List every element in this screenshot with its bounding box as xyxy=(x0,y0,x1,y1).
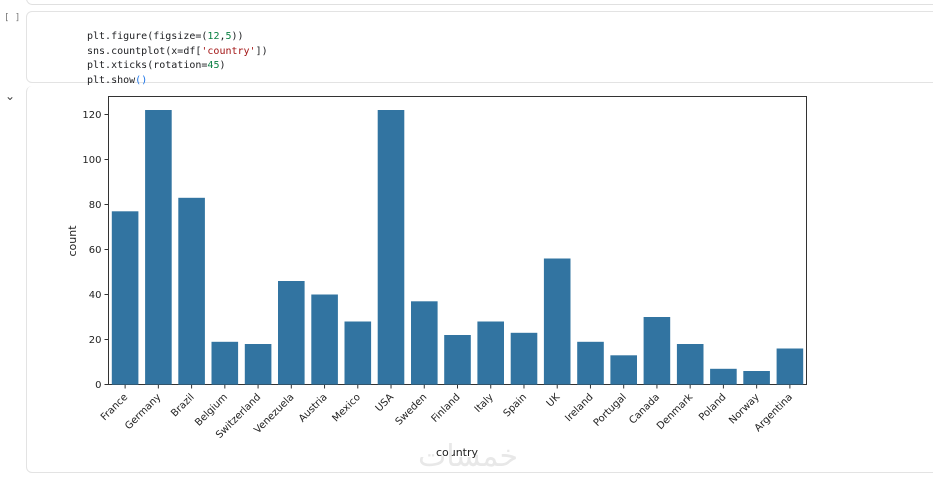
x-tick-label: Austria xyxy=(297,392,330,425)
bar-uk xyxy=(543,258,571,385)
execution-count: [ ] xyxy=(4,13,21,23)
previous-cell-edge xyxy=(26,0,933,5)
bar-mexico xyxy=(344,321,372,385)
bar-finland xyxy=(444,335,471,385)
x-tick-label: UK xyxy=(545,392,563,410)
bar-switzerland xyxy=(244,344,272,385)
x-tick-label: Poland xyxy=(697,392,728,423)
x-tick-label: USA xyxy=(374,392,397,415)
y-tick-label: 100 xyxy=(82,155,101,166)
bar-venezuela xyxy=(278,281,305,385)
bar-argentina xyxy=(776,348,804,385)
bar-portugal xyxy=(610,355,637,385)
code-line: plt.figure(figsize=(12,5)) xyxy=(87,31,244,42)
y-tick-label: 120 xyxy=(82,110,101,121)
bar-austria xyxy=(311,294,338,385)
x-tick-label: Finland xyxy=(430,392,463,425)
bar-norway xyxy=(743,371,770,385)
y-tick-label: 80 xyxy=(89,200,102,211)
x-tick-label: Sweden xyxy=(394,392,430,428)
x-tick-label: Spain xyxy=(502,392,530,420)
x-tick-label: Portugal xyxy=(592,392,629,429)
bar-france xyxy=(111,211,139,385)
x-axis-label: country xyxy=(436,446,479,459)
bar-ireland xyxy=(577,341,604,385)
bar-usa xyxy=(377,110,405,385)
y-tick-label: 40 xyxy=(89,290,102,301)
x-tick-label: Mexico xyxy=(330,392,362,424)
bar-sweden xyxy=(411,301,438,385)
x-tick-label: Italy xyxy=(473,392,496,415)
y-tick-label: 20 xyxy=(89,335,102,346)
chevron-down-icon[interactable]: ⌄ xyxy=(4,89,16,103)
bar-poland xyxy=(710,368,737,385)
code-line: sns.countplot(x=df['country']) xyxy=(87,45,268,57)
code-line: plt.show() xyxy=(87,74,148,86)
bar-belgium xyxy=(211,341,239,385)
code-editor[interactable]: plt.figure(figsize=(12,5)) sns.countplot(… xyxy=(87,30,268,88)
bar-denmark xyxy=(676,344,704,385)
x-tick-label: Germany xyxy=(123,392,163,432)
output-cell xyxy=(26,86,933,473)
y-tick-label: 0 xyxy=(95,380,101,391)
bar-germany xyxy=(145,110,172,385)
watermark: خمسات xyxy=(418,439,518,474)
code-line: plt.xticks(rotation=45) xyxy=(87,60,226,71)
x-tick-label: Denmark xyxy=(655,392,695,432)
x-tick-label: Ireland xyxy=(563,392,595,424)
y-axis-label: count xyxy=(66,225,79,257)
x-tick-label: France xyxy=(99,392,130,423)
bar-brazil xyxy=(178,197,205,385)
bar-italy xyxy=(477,321,504,385)
bar-spain xyxy=(510,332,538,385)
x-tick-label: Brazil xyxy=(169,392,197,420)
code-cell[interactable]: plt.figure(figsize=(12,5)) sns.countplot(… xyxy=(26,11,933,86)
bar-canada xyxy=(643,317,671,385)
y-tick-label: 60 xyxy=(89,245,102,256)
